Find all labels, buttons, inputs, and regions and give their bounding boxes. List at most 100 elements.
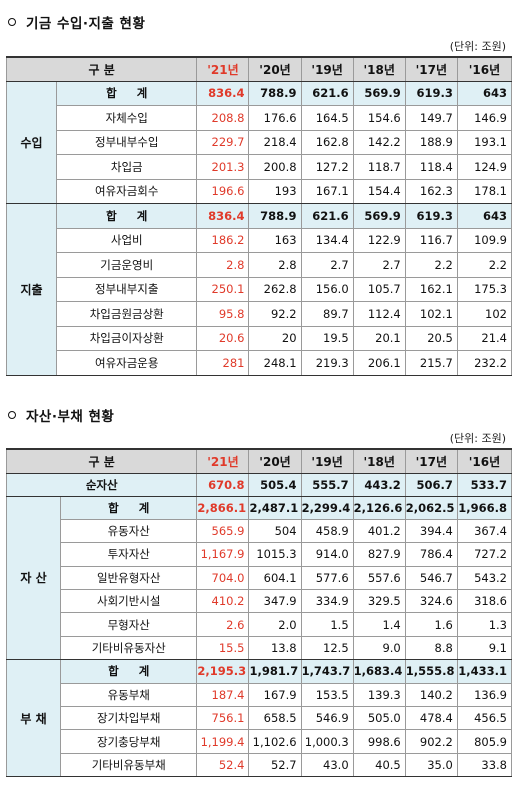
value-cell: 2.6 (196, 612, 250, 637)
value-cell: 43.0 (300, 752, 354, 778)
value-cell: 2.7 (352, 252, 406, 278)
header-year: '19년 (300, 448, 354, 474)
value-cell: 394.4 (404, 518, 458, 544)
value-cell: 35.0 (404, 752, 458, 778)
value-cell: 619.3 (404, 80, 458, 106)
header-year: '21년 (196, 448, 250, 474)
header-label: 구 분 (5, 448, 198, 474)
value-cell: 122.9 (352, 227, 406, 253)
table-row: 차입금원금상환 95.8 92.2 89.7 112.4 102.1 102 (7, 301, 513, 327)
value-cell: 229.7 (196, 129, 250, 155)
value-cell: 13.8 (248, 635, 302, 661)
table-row: 무형자산 2.6 2.0 1.5 1.4 1.6 1.3 (7, 612, 513, 637)
value-cell: 546.9 (300, 706, 354, 731)
value-cell: 2,866.1 (196, 495, 250, 520)
value-cell: 604.1 (248, 565, 302, 591)
value-cell: 248.1 (248, 350, 302, 376)
row-label: 정부내부지출 (56, 276, 198, 302)
value-cell: 2.8 (248, 252, 302, 278)
value-cell: 2,195.3 (196, 659, 250, 684)
value-cell: 505.4 (248, 472, 302, 497)
value-cell: 329.5 (352, 589, 406, 614)
value-cell: 621.6 (300, 203, 354, 229)
value-cell: 1,981.7 (248, 659, 302, 684)
value-cell: 367.4 (456, 518, 513, 544)
table-row: 장기충당부채 1,199.4 1,102.6 1,000.3 998.6 902.2 805… (7, 729, 513, 754)
value-cell: 154.4 (352, 178, 406, 204)
bullet-circle-icon (8, 411, 16, 419)
table-row: 여유자금회수 196.6 193 167.1 154.4 162.3 178.1 (7, 178, 513, 204)
table-row: 유동자산 565.9 504 458.9 401.2 394.4 367.4 (7, 518, 513, 544)
header-year: '18년 (352, 56, 406, 82)
value-cell: 1,199.4 (196, 729, 250, 754)
value-cell: 410.2 (196, 589, 250, 614)
table-row: 사회기반시설 410.2 347.9 334.9 329.5 324.6 318.6 (7, 589, 513, 614)
value-cell: 2,299.4 (300, 495, 354, 520)
value-cell: 139.3 (352, 682, 406, 708)
value-cell: 193.1 (456, 129, 513, 155)
row-label: 장기충당부채 (60, 729, 198, 754)
value-cell: 756.1 (196, 706, 250, 731)
value-cell: 643 (456, 203, 513, 229)
value-cell: 788.9 (248, 80, 302, 106)
value-cell: 9.1 (456, 635, 513, 661)
value-cell: 478.4 (404, 706, 458, 731)
value-cell: 187.4 (196, 682, 250, 708)
value-cell: 506.7 (404, 472, 458, 497)
value-cell: 505.0 (352, 706, 406, 731)
value-cell: 555.7 (300, 472, 354, 497)
value-cell: 21.4 (456, 325, 513, 351)
value-cell: 533.7 (456, 472, 513, 497)
value-cell: 1,000.3 (300, 729, 354, 754)
header-year: '20년 (248, 448, 302, 474)
table-row: 기금운영비 2.8 2.8 2.7 2.7 2.2 2.2 (7, 252, 513, 278)
assets-unit-label: (단위: 조원) (449, 432, 506, 445)
header-year: '16년 (456, 448, 513, 474)
total-row: 지출 합 계 836.4 788.9 621.6 569.9 619.3 643 (5, 203, 513, 376)
header-label: 구 분 (5, 56, 198, 82)
value-cell: 914.0 (300, 542, 354, 567)
value-cell: 1,167.9 (196, 542, 250, 567)
row-label: 사업비 (56, 227, 198, 253)
row-label: 여유자금운용 (56, 350, 198, 376)
row-label: 차입금 (56, 154, 198, 180)
row-label: 기타비유동자산 (60, 635, 198, 661)
value-cell: 456.5 (456, 706, 513, 731)
value-cell: 262.8 (248, 276, 302, 302)
value-cell: 167.1 (300, 178, 354, 204)
row-label: 합 계 (60, 495, 198, 520)
group-label: 자 산 (5, 495, 62, 661)
value-cell: 134.4 (300, 227, 354, 253)
value-cell: 324.6 (404, 589, 458, 614)
table-row: 차입금 201.3 200.8 127.2 118.7 118.4 124.9 (7, 154, 513, 180)
row-label: 순자산 (5, 472, 198, 497)
value-cell: 201.3 (196, 154, 250, 180)
value-cell: 1,966.8 (456, 495, 513, 520)
value-cell: 140.2 (404, 682, 458, 708)
value-cell: 154.6 (352, 105, 406, 131)
value-cell: 109.9 (456, 227, 513, 253)
value-cell: 20.1 (352, 325, 406, 351)
value-cell: 1015.3 (248, 542, 302, 567)
value-cell: 621.6 (300, 80, 354, 106)
table-row: 정부내부지출 250.1 262.8 156.0 105.7 162.1 175.3 (7, 276, 513, 302)
value-cell: 20.6 (196, 325, 250, 351)
row-label: 자체수입 (56, 105, 198, 131)
value-cell: 146.9 (456, 105, 513, 131)
value-cell: 116.7 (404, 227, 458, 253)
value-cell: 8.8 (404, 635, 458, 661)
row-label: 기타비유동부채 (60, 752, 198, 778)
value-cell: 250.1 (196, 276, 250, 302)
value-cell: 156.0 (300, 276, 354, 302)
value-cell: 19.5 (300, 325, 354, 351)
value-cell: 52.4 (196, 752, 250, 778)
value-cell: 786.4 (404, 542, 458, 567)
table-row: 여유자금운용 281 248.1 219.3 206.1 215.7 232.2 (7, 350, 513, 376)
value-cell: 186.2 (196, 227, 250, 253)
value-cell: 2.2 (404, 252, 458, 278)
value-cell: 20.5 (404, 325, 458, 351)
value-cell: 1,555.8 (404, 659, 458, 684)
total-row: 수입 합 계 836.4 788.9 621.6 569.9 619.3 643 (5, 80, 513, 204)
value-cell: 546.7 (404, 565, 458, 591)
value-cell: 1,683.4 (352, 659, 406, 684)
